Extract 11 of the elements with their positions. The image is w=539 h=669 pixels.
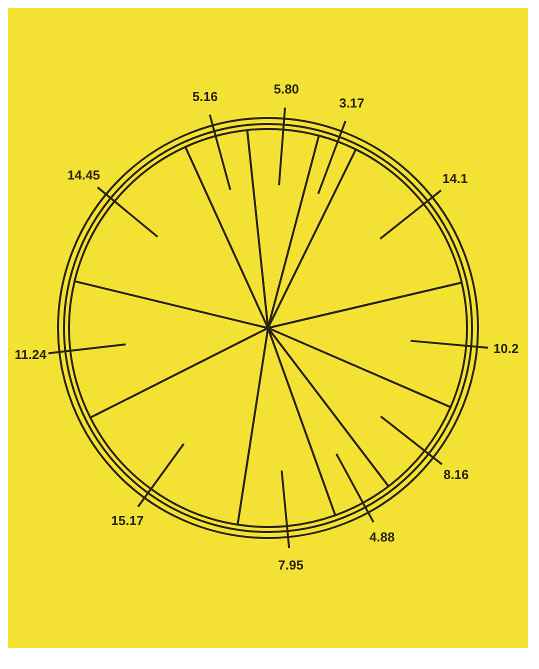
data-label: 4.88 — [369, 530, 395, 545]
data-label: 14.1 — [442, 170, 468, 186]
data-label: 15.17 — [111, 512, 144, 528]
data-label: 5.16 — [192, 89, 218, 104]
data-label: 7.95 — [278, 557, 304, 572]
data-label: 10.2 — [493, 340, 519, 356]
data-label: 8.16 — [443, 467, 469, 482]
data-label: 3.17 — [339, 96, 364, 111]
data-label: 14.45 — [67, 167, 100, 182]
data-label: 11.24 — [14, 346, 48, 362]
data-label: 5.80 — [274, 81, 300, 96]
